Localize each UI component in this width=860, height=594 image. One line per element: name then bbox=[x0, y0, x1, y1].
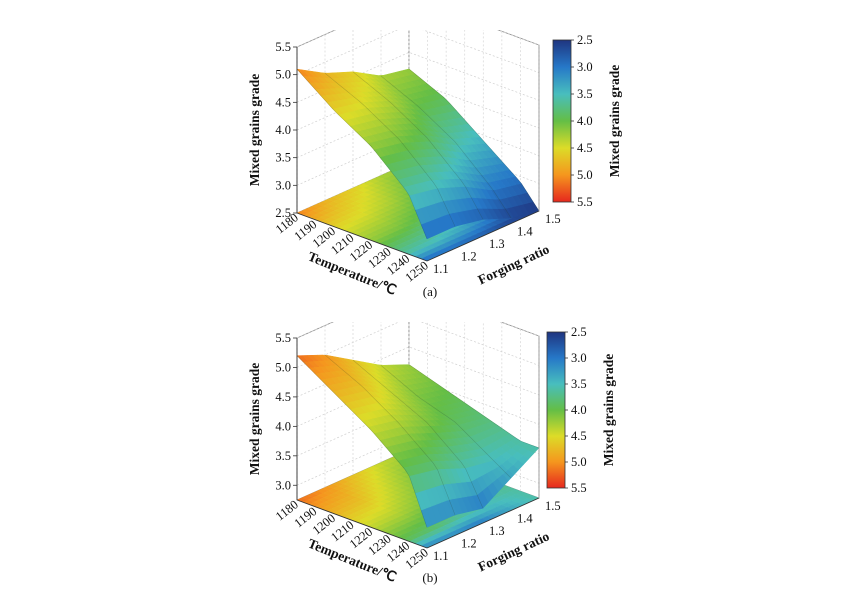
colorbar-tick-label: 5.5 bbox=[577, 195, 593, 209]
colorbar-tick-label: 4.0 bbox=[577, 114, 593, 128]
colorbar-title: Mixed grains grade bbox=[601, 354, 616, 467]
temperature-axis bbox=[296, 212, 428, 262]
colorbar-tick-label: 2.5 bbox=[577, 33, 593, 47]
colorbar bbox=[552, 39, 572, 203]
colorbar-tick-label: 3.0 bbox=[577, 60, 593, 74]
z-gridline bbox=[296, 322, 540, 368]
series-line-forging-1.2 bbox=[324, 73, 456, 227]
z-axis-title: Mixed grains grade bbox=[247, 363, 262, 476]
colorbar-tick-label: 5.5 bbox=[571, 481, 587, 495]
z-gridline bbox=[296, 405, 540, 457]
series-line-forging-1.3 bbox=[352, 71, 484, 220]
z-tick-label: 4.5 bbox=[275, 390, 291, 404]
forging-axis-title: Forging ratio bbox=[475, 241, 551, 287]
z-gridline bbox=[296, 134, 540, 186]
forging-tick-label: 1.1 bbox=[433, 262, 449, 276]
forging-tick-label: 1.4 bbox=[517, 225, 533, 239]
forging-tick-label: 1.2 bbox=[461, 537, 477, 551]
colorbar bbox=[546, 331, 566, 489]
z-tick-label: 3.0 bbox=[275, 178, 291, 192]
z-gridline bbox=[296, 30, 540, 48]
colorbar-tick-label: 3.5 bbox=[577, 87, 593, 101]
forging-axis bbox=[426, 210, 540, 262]
forging-axis bbox=[426, 497, 540, 549]
surface-mesh bbox=[296, 354, 540, 528]
forging-tick-label: 1.5 bbox=[545, 212, 561, 226]
forging-tick-label: 1.5 bbox=[545, 499, 561, 513]
z-tick-label: 5.0 bbox=[275, 360, 291, 374]
z-tick-label: 5.5 bbox=[275, 331, 291, 345]
forging-axis-title: Forging ratio bbox=[475, 528, 551, 574]
series-line-forging-1.3 bbox=[352, 359, 484, 509]
z-gridline bbox=[296, 375, 540, 427]
z-gridline bbox=[296, 107, 540, 158]
z-tick-label: 3.0 bbox=[275, 478, 291, 492]
colorbar-tick-label: 2.5 bbox=[571, 325, 587, 339]
z-tick-label: 5.5 bbox=[275, 40, 291, 54]
series-line-forging-1.5 bbox=[408, 68, 540, 212]
forging-tick-label: 1.2 bbox=[461, 250, 477, 264]
series-line-forging-1.1 bbox=[296, 68, 428, 239]
surface-mesh bbox=[296, 68, 540, 240]
z-gridline bbox=[296, 30, 540, 75]
series-line-forging-1.4 bbox=[380, 365, 512, 479]
forging-tick-label: 1.3 bbox=[489, 237, 505, 251]
series-line-forging-1.1 bbox=[296, 355, 428, 528]
forging-tick-label: 1.1 bbox=[433, 549, 449, 563]
colorbar-tick-label: 3.5 bbox=[571, 377, 587, 391]
series-line-forging-1.4 bbox=[380, 75, 512, 219]
z-gridline bbox=[296, 79, 540, 131]
z-tick-label: 5.0 bbox=[275, 68, 291, 82]
z-tick-label: 4.5 bbox=[275, 95, 291, 109]
forging-tick-label: 1.3 bbox=[489, 524, 505, 538]
z-tick-label: 3.5 bbox=[275, 151, 291, 165]
z-tick-label: 2.5 bbox=[275, 206, 291, 220]
z-gridline bbox=[296, 434, 540, 486]
colorbar-tick-label: 5.0 bbox=[571, 455, 587, 469]
colorbar-tick-label: 5.0 bbox=[577, 168, 593, 182]
temperature-axis bbox=[296, 499, 428, 549]
series-line-forging-1.5 bbox=[408, 364, 540, 449]
z-tick-label: 3.5 bbox=[275, 449, 291, 463]
colorbar-title: Mixed grains grade bbox=[607, 65, 622, 178]
colorbar-tick-label: 4.0 bbox=[571, 403, 587, 417]
forging-tick-label: 1.4 bbox=[517, 512, 533, 526]
z-tick-label: 4.0 bbox=[275, 419, 291, 433]
colorbar-tick-label: 3.0 bbox=[571, 351, 587, 365]
panel-caption: (a) bbox=[423, 284, 437, 299]
colorbar-tick-label: 4.5 bbox=[577, 141, 593, 155]
colorbar-tick-label: 4.5 bbox=[571, 429, 587, 443]
z-axis-title: Mixed grains grade bbox=[247, 74, 262, 187]
chart-panel-a: 2.5 3.0 3.5 4.0 4.5 5.0 5.5 Mixed grains grade 1… bbox=[247, 30, 622, 299]
panel-caption: (b) bbox=[422, 570, 437, 585]
series-line-forging-1.2 bbox=[324, 354, 456, 515]
z-tick-label: 4.0 bbox=[275, 123, 291, 137]
